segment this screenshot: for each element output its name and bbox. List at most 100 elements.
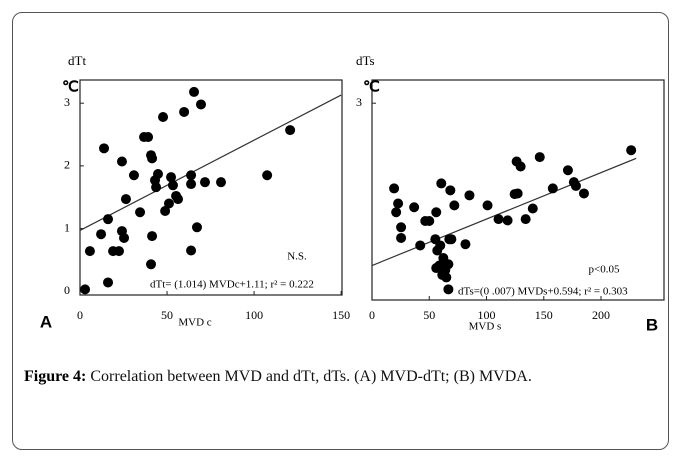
data-point: [445, 185, 456, 196]
data-point: [424, 216, 435, 227]
data-point: [103, 214, 114, 225]
data-point: [570, 180, 581, 191]
data-point: [285, 125, 296, 136]
data-point: [128, 170, 139, 181]
y-axis-unit: ℃: [62, 79, 79, 95]
data-point: [515, 161, 526, 172]
annotation: dTt= (1.014) MVDc+1.11; r² = 0.222: [150, 279, 314, 291]
data-point: [96, 229, 107, 240]
annotation: p<0.05: [589, 264, 620, 276]
data-point: [99, 143, 110, 154]
data-point: [393, 198, 404, 209]
figure-card: [12, 12, 669, 450]
y-tick-label: 2: [64, 158, 70, 172]
plot-frame: [79, 79, 343, 296]
data-point: [186, 170, 197, 181]
data-point: [151, 182, 162, 193]
data-point: [163, 198, 174, 209]
x-axis-label: MVD s: [469, 321, 502, 333]
data-point: [431, 207, 442, 218]
data-point: [396, 222, 407, 233]
x-tick-label: 0: [369, 308, 375, 322]
x-tick-label: 100: [478, 308, 496, 322]
caption-text: Correlation between MVD and dTt, dTs. (A…: [90, 368, 532, 385]
data-point: [547, 183, 558, 194]
panel-label: B: [646, 315, 658, 334]
y-tick-label: 1: [64, 220, 70, 234]
data-point: [460, 239, 471, 250]
y-tick-label: 0: [64, 283, 70, 297]
annotation: N.S.: [287, 251, 307, 263]
y-axis-label: dTs: [356, 53, 375, 68]
data-point: [167, 180, 178, 191]
data-point: [443, 259, 454, 270]
caption: Figure 4: Correlation between MVD and dT…: [24, 364, 660, 389]
data-point: [152, 169, 163, 180]
data-point: [147, 231, 158, 242]
x-tick-label: 200: [592, 308, 610, 322]
data-point: [396, 232, 407, 243]
data-point: [443, 284, 454, 295]
data-point: [520, 214, 531, 225]
x-tick-label: 0: [77, 308, 83, 322]
y-axis-label: dTt: [68, 53, 86, 68]
data-point: [116, 156, 127, 167]
data-point: [143, 132, 154, 143]
data-point: [512, 188, 523, 199]
data-point: [199, 177, 210, 188]
x-tick-label: 150: [535, 308, 553, 322]
fit-line: [79, 94, 342, 231]
y-axis-unit: ℃: [363, 79, 380, 95]
data-point: [527, 203, 538, 214]
y-tick-label: 3: [356, 95, 362, 109]
x-tick-label: 50: [423, 308, 435, 322]
data-point: [120, 194, 131, 205]
panel-label: A: [40, 312, 52, 331]
data-point: [179, 106, 190, 117]
data-point: [186, 179, 197, 190]
data-point: [436, 178, 447, 189]
data-point: [534, 152, 545, 163]
data-point: [146, 259, 157, 270]
data-point: [166, 172, 177, 183]
caption-label: Figure 4:: [24, 368, 87, 385]
x-tick-label: 50: [161, 308, 173, 322]
data-point: [446, 234, 457, 245]
data-point: [147, 153, 158, 164]
data-point: [191, 222, 202, 233]
data-point: [158, 111, 169, 122]
data-point: [409, 202, 420, 213]
y-tick-label: 3: [64, 95, 70, 109]
data-point: [391, 207, 402, 218]
data-point: [415, 240, 426, 251]
data-point: [502, 215, 513, 226]
data-point: [189, 86, 200, 97]
data-point: [103, 277, 114, 288]
data-point: [160, 206, 171, 217]
data-point: [119, 232, 130, 243]
data-point: [441, 272, 452, 283]
data-point: [84, 246, 95, 257]
data-point: [626, 145, 637, 156]
data-point: [435, 240, 446, 251]
x-tick-label: 100: [245, 308, 263, 322]
x-axis-label: MVD c: [178, 317, 211, 329]
data-point: [262, 170, 273, 181]
data-point: [80, 284, 91, 295]
data-point: [113, 246, 124, 257]
data-point: [578, 188, 589, 199]
data-point: [482, 200, 493, 211]
data-point: [389, 183, 400, 194]
data-point: [493, 214, 504, 225]
data-point: [186, 245, 197, 256]
data-point: [449, 200, 460, 211]
fit-line: [371, 157, 637, 267]
x-tick-label: 150: [332, 308, 350, 322]
data-point: [464, 190, 475, 201]
data-point: [195, 99, 206, 110]
data-point: [216, 177, 227, 188]
data-point: [135, 207, 146, 218]
data-point: [562, 165, 573, 176]
data-point: [173, 194, 184, 205]
